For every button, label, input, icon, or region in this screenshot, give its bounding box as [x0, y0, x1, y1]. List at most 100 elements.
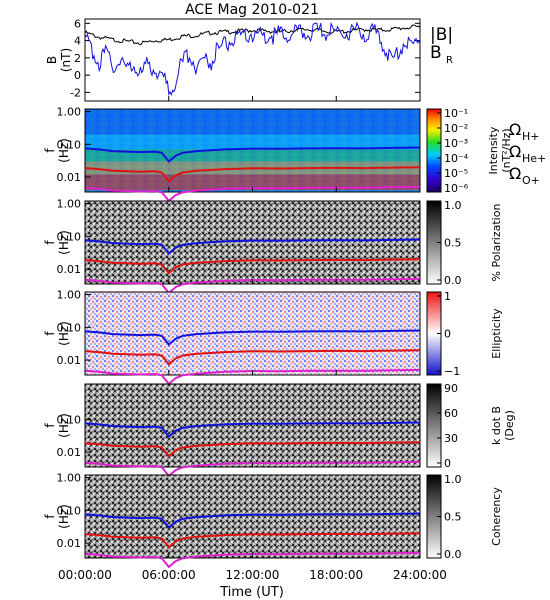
intensity-band	[85, 174, 420, 191]
y-axis-label: f	[43, 514, 57, 519]
legend-br: B	[430, 43, 442, 63]
spectrogram-texture	[85, 292, 420, 375]
colorbar	[426, 108, 442, 193]
x-tick-label: 18:00:00	[309, 568, 363, 582]
y-axis-label: f	[43, 423, 57, 428]
x-axis: 00:00:00 06:00:00 12:00:00 18:00:00 24:00:00	[58, 96, 447, 582]
gyrofrequency-h-curve	[84, 146, 421, 163]
colorbar-tick-label: −1	[444, 365, 460, 378]
y-tick-label: 0.01	[57, 171, 82, 184]
y-tick-label: 1.00	[57, 472, 82, 485]
y-tick-label: -2	[70, 86, 81, 99]
colorbar	[426, 383, 442, 468]
colorbar-tick-label: 0	[444, 328, 451, 341]
y-tick-label: 0.10	[57, 504, 82, 517]
colorbar-tick-label: 0.5	[444, 237, 462, 250]
gyrofrequency-he-curve	[84, 258, 421, 275]
colorbar-tick-label: 0.0	[444, 548, 462, 561]
legend-omega-1: Ω	[509, 142, 521, 161]
colorbar-unit: (Deg)	[503, 410, 516, 441]
spectrogram-texture	[85, 384, 420, 467]
x-tick-label: 00:00:00	[58, 568, 112, 582]
y-tick-label: 0	[74, 69, 81, 82]
gyrofrequency-h-curve	[84, 238, 421, 255]
y-tick-label: 0.10	[57, 230, 82, 243]
colorbar-tick-label: 10⁻¹	[444, 107, 468, 120]
x-axis-title: Time (UT)	[219, 585, 284, 600]
spectrogram-texture	[85, 475, 420, 558]
y-tick-label: 0.10	[57, 321, 82, 334]
legend-omega-0: Ω	[509, 120, 521, 139]
gyrofrequency-h-curve	[84, 421, 421, 438]
y-axis-unit: (Hz)	[57, 230, 71, 255]
gyrofrequency-o-curve	[84, 277, 421, 295]
gyrofrequency-he-curve	[84, 166, 421, 183]
colorbar-tick-label: 60	[444, 407, 458, 420]
mag-plot-frame	[84, 18, 421, 102]
colorbar-unit: (nT²/Hz)	[500, 128, 513, 172]
legend-omega-sub-2: O+	[522, 174, 540, 187]
y-tick-label: 2	[74, 52, 81, 65]
spectrogram-panel-1: 1.00 0.10 0.01 f (Hz) 10⁻¹ 10⁻² 10⁻³ 10⁻⁴ 10⁻⁵ 10⁻…	[43, 106, 546, 203]
colorbar-tick-label: 10⁻⁶	[444, 182, 469, 195]
mag-legend: |B|B R	[430, 25, 453, 66]
colorbar-tick-label: 1.0	[444, 473, 462, 486]
y-axis-label: f	[43, 331, 57, 336]
colorbar-tick-label: 10⁻³	[444, 137, 468, 150]
colorbar-tick-label: 1.0	[444, 199, 462, 212]
spectrogram-texture	[85, 201, 420, 284]
y-tick-label: 1.00	[57, 198, 82, 211]
colorbar-tick-label: 10⁻⁴	[444, 152, 469, 165]
y-tick-label: 0.10	[57, 413, 82, 426]
gyrofrequency-h-curve	[84, 512, 421, 529]
colorbar-tick-label: 30	[444, 432, 458, 445]
gyrofrequency-he-curve	[84, 441, 421, 458]
y-axis-unit: (Hz)	[57, 413, 71, 438]
y-tick-label: 0.10	[57, 138, 82, 151]
x-tick-label: 12:00:00	[226, 568, 280, 582]
y-axis-unit: (nT)	[59, 48, 73, 72]
spectrogram-panel-4: 0.10 0.01 f (Hz) 90 60 30 0 k dot B (Deg)	[43, 382, 516, 478]
y-tick-label: 1.00	[57, 289, 82, 302]
y-tick-label: 1.00	[57, 106, 82, 119]
legend-omega-sub-1: He+	[522, 152, 546, 165]
gyrofrequency-o-curve	[84, 551, 421, 569]
colorbar-label: Intensity	[487, 126, 500, 174]
colorbar-label: Ellipticity	[490, 308, 503, 359]
y-tick-label: 0.01	[57, 537, 82, 550]
y-axis-label: f	[43, 240, 57, 245]
colorbar-label: Coherency	[490, 487, 503, 546]
spectrogram-panel-3: 1.00 0.10 0.01 f (Hz) 1 0 −1 Ellipticity	[43, 289, 503, 386]
intensity-band	[85, 149, 420, 162]
intensity-band	[85, 109, 420, 135]
legend-omega-sub-0: H+	[522, 130, 540, 143]
colorbar-label: % Polarization	[490, 204, 503, 282]
gyrofrequency-o-curve	[84, 185, 421, 203]
colorbar-tick-label: 10⁻²	[444, 122, 468, 135]
colorbar-tick-label: 0	[444, 457, 451, 470]
spectrogram-panel-2: 1.00 0.10 0.01 f (Hz) 1.0 0.5 0.0 % Polarization	[43, 198, 503, 295]
intensity-band	[85, 134, 420, 150]
colorbar-tick-label: 10⁻⁵	[444, 167, 468, 180]
y-tick-label: 4	[74, 35, 81, 48]
series-line-br	[84, 21, 421, 97]
y-tick-label: 6	[74, 17, 81, 30]
gyrofrequency-h-curve	[84, 329, 421, 346]
chart-title: ACE Mag 2010-021	[185, 2, 319, 18]
x-tick-label: 06:00:00	[142, 568, 196, 582]
legend-omega-2: Ω	[509, 164, 521, 183]
y-axis-unit: (Hz)	[57, 321, 71, 346]
gyrofrequency-he-curve	[84, 532, 421, 549]
gyrofrequency-he-curve	[84, 349, 421, 366]
colorbar-tick-label: 1	[444, 290, 451, 303]
y-tick-label: 0.01	[57, 446, 82, 459]
gyrofrequency-o-curve	[84, 460, 421, 478]
mag-panel: -2 0 2 4 6 B (nT) |B|B R	[45, 17, 453, 102]
colorbar-tick-label: 0.0	[444, 274, 462, 287]
colorbar-tick-label: 90	[444, 382, 458, 395]
y-tick-label: 0.01	[57, 354, 82, 367]
y-axis-unit: (Hz)	[57, 504, 71, 529]
gyrofrequency-o-curve	[84, 368, 421, 386]
y-axis-label: f	[43, 148, 57, 153]
